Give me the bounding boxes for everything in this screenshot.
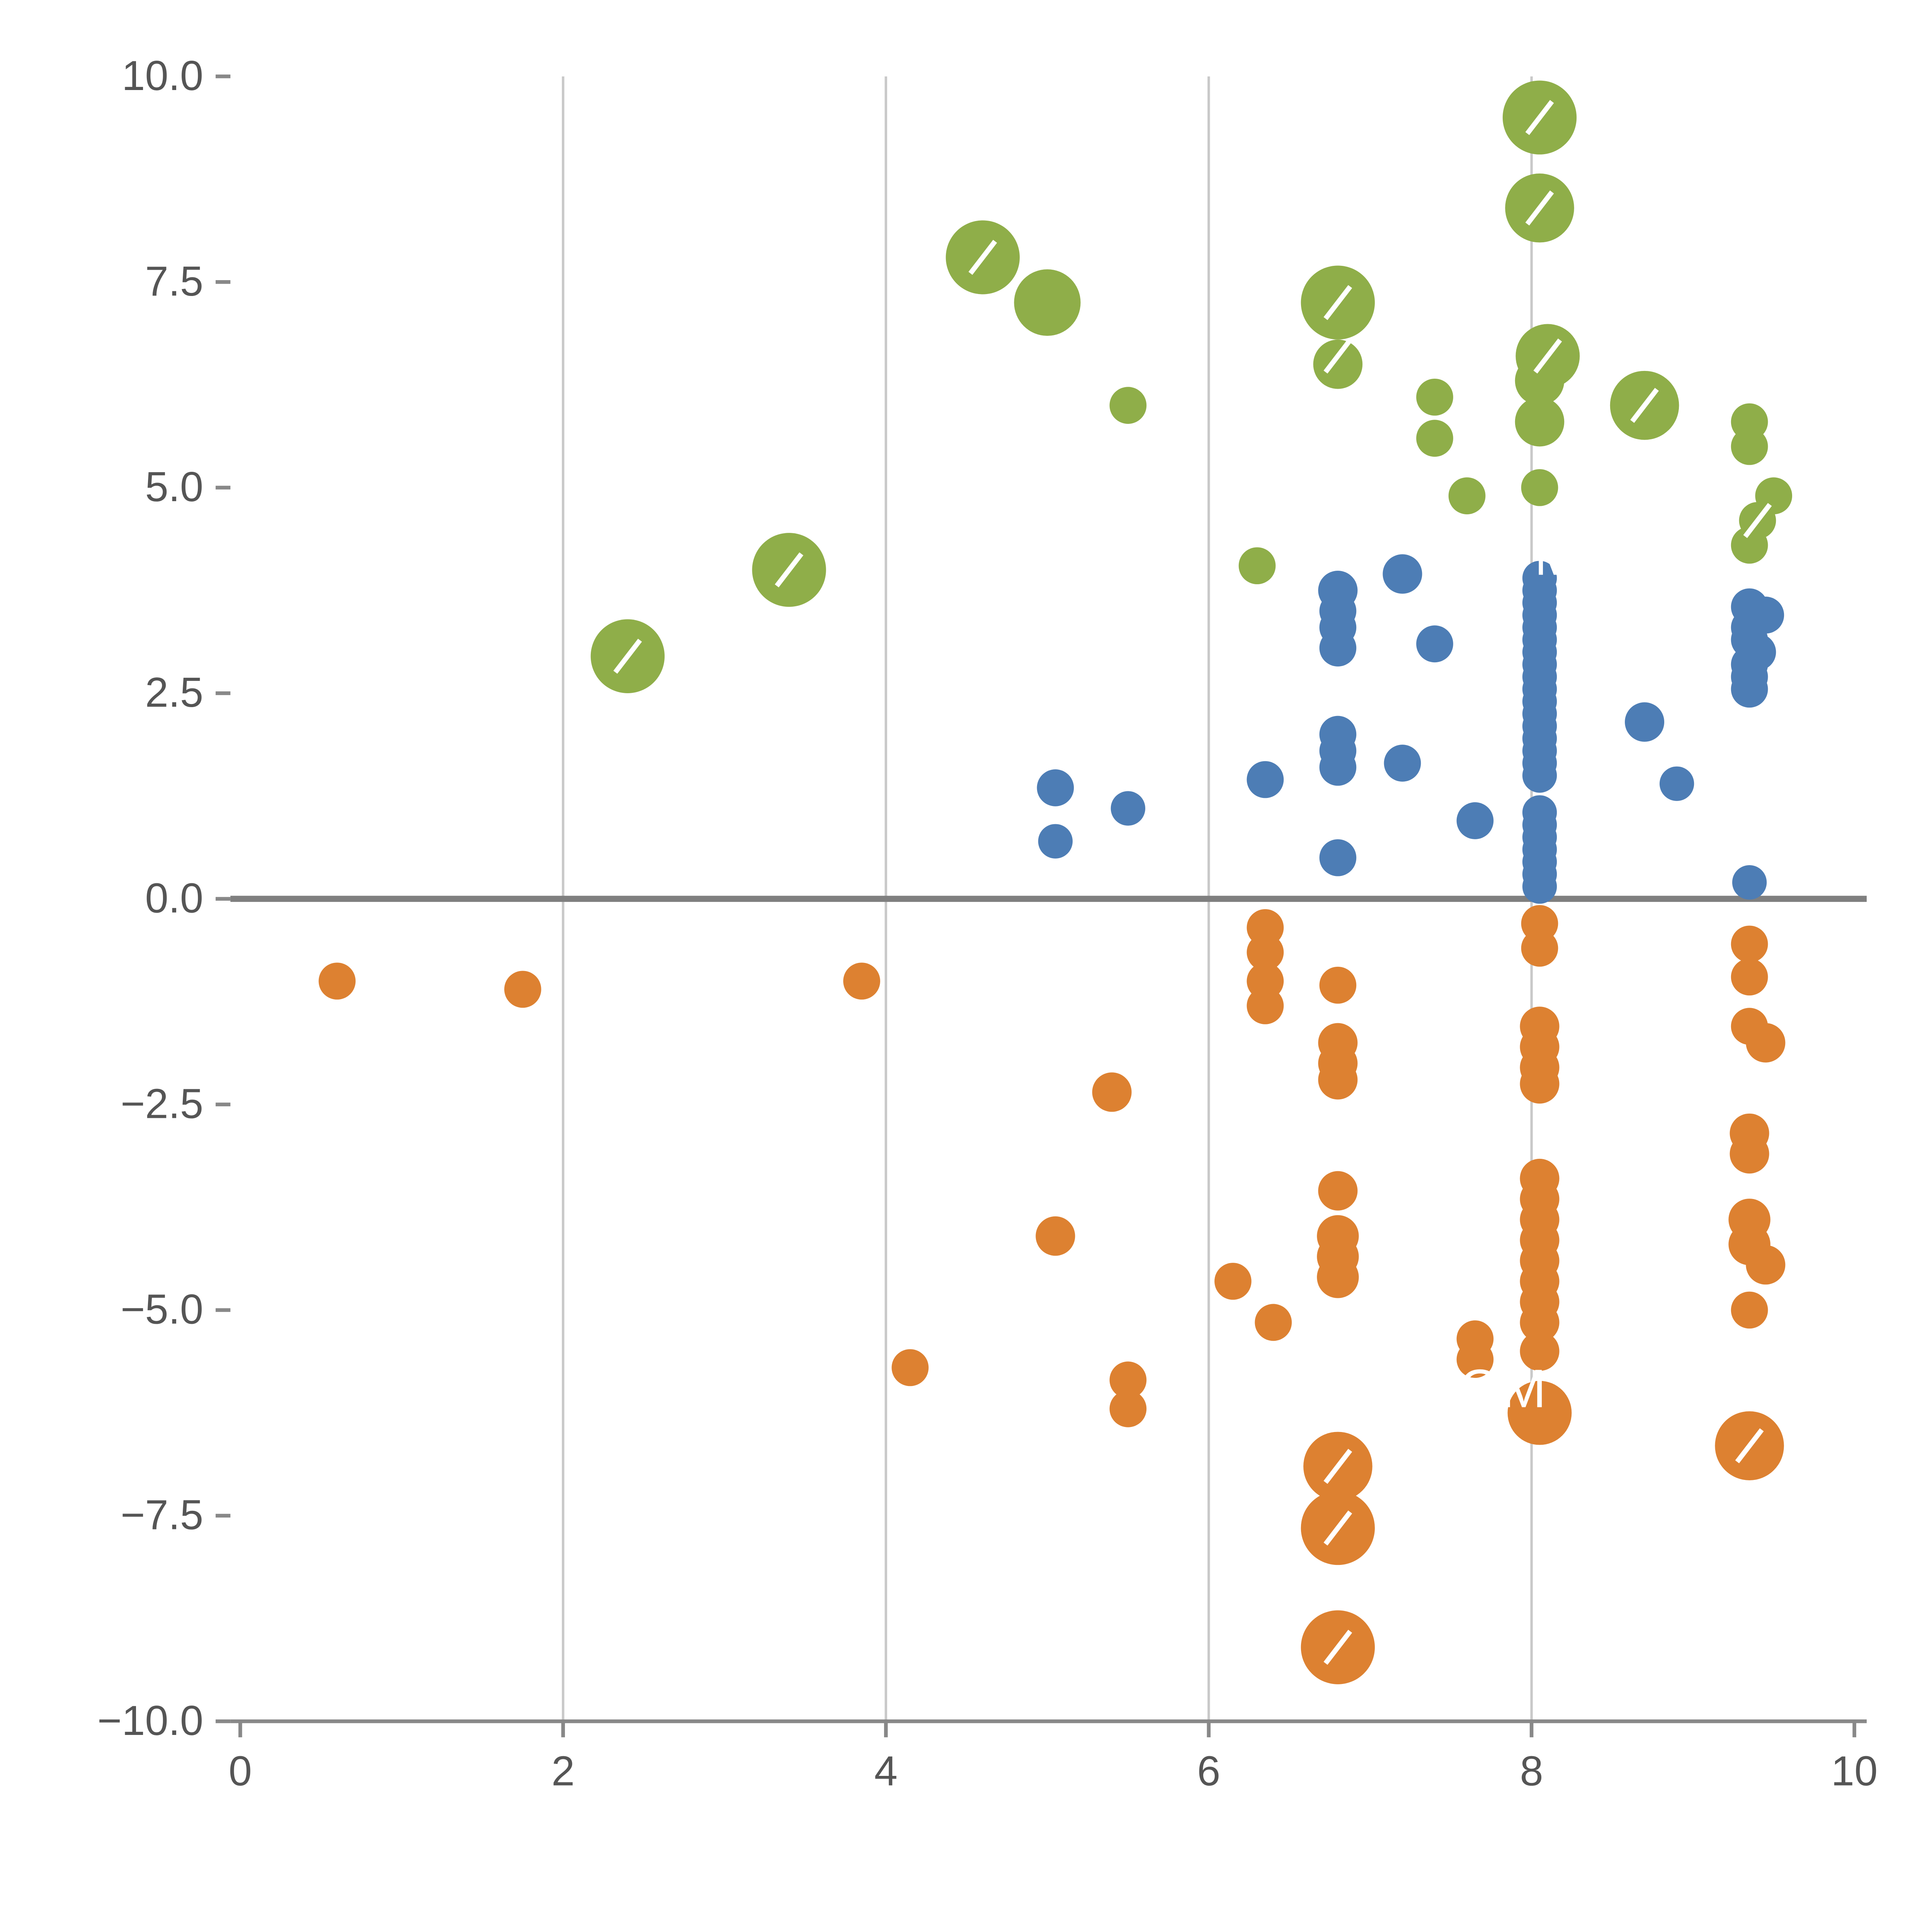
data-point-blue (1384, 745, 1421, 782)
y-tick-label: −7.5 (121, 1492, 203, 1538)
data-point-orange (1036, 1216, 1075, 1256)
data-point-orange (1319, 966, 1357, 1004)
data-point-blue (1319, 748, 1357, 786)
data-point-orange (1092, 1072, 1132, 1112)
data-point-orange (1746, 1023, 1786, 1063)
data-point-orange (1520, 1303, 1560, 1342)
annotation-label: M (1535, 531, 1576, 586)
data-point-blue (1383, 554, 1422, 594)
data-point-orange (1521, 930, 1558, 967)
bubble-tick-mark (1630, 388, 1659, 423)
data-point-green (1521, 469, 1558, 506)
bubble-tick-mark (968, 240, 997, 275)
data-point-blue (1659, 766, 1694, 801)
bubble-tick-mark (1533, 338, 1562, 374)
bubble-tick-mark (1735, 1428, 1764, 1464)
y-tick-label: 2.5 (145, 669, 203, 716)
data-point-orange (1507, 1381, 1572, 1445)
y-tick-label: 0.0 (145, 874, 203, 921)
bubble-tick-mark (1525, 100, 1554, 135)
y-tick-label: −5.0 (121, 1286, 203, 1333)
data-point-orange (1318, 1060, 1358, 1100)
bubble-tick-mark (1323, 285, 1352, 320)
data-point-orange (1247, 934, 1284, 971)
data-point-green (1515, 356, 1565, 406)
x-tick-label: 4 (874, 1748, 898, 1794)
x-tick-label: 8 (1520, 1748, 1543, 1794)
bubble-tick-mark (1323, 1510, 1352, 1546)
bubble-tick-mark (1323, 1449, 1352, 1484)
data-point-orange (1109, 1390, 1147, 1427)
y-tick-label: −2.5 (121, 1080, 203, 1127)
data-point-green (1448, 477, 1486, 515)
y-tick-label: −10.0 (97, 1697, 203, 1744)
data-point-blue (1522, 869, 1557, 904)
data-point-green (1313, 339, 1363, 389)
data-point-blue (1416, 625, 1453, 663)
data-point-orange (891, 1349, 929, 1386)
bubble-tick-mark (613, 638, 642, 674)
bubble-tick-mark (1525, 190, 1554, 226)
data-point-green (1238, 547, 1276, 584)
bubble-tick-mark (1323, 1629, 1352, 1665)
data-point-blue (1038, 824, 1073, 859)
bubble-tick-mark (1323, 338, 1352, 374)
data-point-orange (1746, 1245, 1786, 1285)
data-point-blue (1522, 758, 1557, 793)
data-point-green (1731, 428, 1768, 465)
y-tick-label: 10.0 (122, 52, 203, 99)
data-point-orange (1520, 1064, 1560, 1104)
data-point-orange (504, 971, 541, 1008)
data-point-green (1109, 387, 1147, 424)
data-point-blue (1319, 839, 1357, 876)
data-point-green (1416, 378, 1453, 416)
data-point-orange (1318, 1171, 1358, 1211)
data-point-orange (1247, 987, 1284, 1024)
data-point-blue (1037, 769, 1074, 806)
x-tick-label: 10 (1831, 1748, 1878, 1794)
data-point-blue (1625, 702, 1665, 742)
data-point-orange (1214, 1263, 1252, 1300)
bubble-tick-mark (1743, 503, 1772, 538)
data-point-orange (1731, 958, 1768, 996)
data-point-blue (1319, 629, 1357, 667)
y-tick-label: 5.0 (145, 463, 203, 510)
data-point-green (1014, 269, 1081, 336)
annotation-label: S X (1238, 470, 1325, 531)
data-point-blue (1247, 761, 1284, 798)
data-point-green (1416, 420, 1453, 457)
x-tick-label: 0 (229, 1748, 252, 1794)
y-tick-label: 7.5 (145, 258, 203, 304)
data-point-orange (1520, 1331, 1560, 1371)
data-point-orange (1317, 1256, 1359, 1298)
data-point-blue (1456, 802, 1494, 839)
data-point-green (1731, 527, 1768, 564)
x-tick-label: 6 (1197, 1748, 1220, 1794)
data-point-orange (318, 963, 356, 1000)
data-point-blue (1732, 865, 1767, 900)
bubble-tick-mark (775, 552, 804, 588)
data-point-blue (1111, 791, 1145, 826)
data-point-blue (1731, 670, 1768, 708)
data-point-orange (1456, 1341, 1494, 1378)
x-tick-label: 2 (551, 1748, 575, 1794)
data-point-orange (1730, 1134, 1769, 1174)
data-point-green (1515, 397, 1565, 447)
data-point-orange (843, 963, 880, 1000)
annotation-label: OM (1459, 1358, 1546, 1419)
data-point-orange (1731, 925, 1768, 963)
data-point-orange (1255, 1304, 1292, 1341)
data-point-orange (1109, 1361, 1147, 1399)
data-point-orange (1731, 1291, 1768, 1329)
